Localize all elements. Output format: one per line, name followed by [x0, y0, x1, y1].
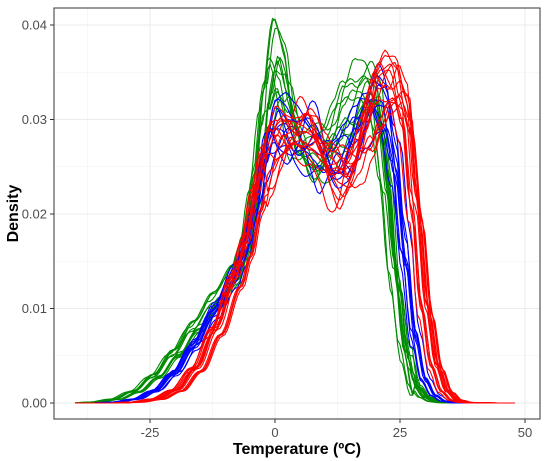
y-tick-label: 0.01	[22, 301, 47, 316]
density-curve	[75, 63, 515, 404]
curve-group	[75, 49, 515, 404]
x-tick-label: 0	[271, 425, 278, 440]
y-axis-title: Density	[5, 185, 22, 243]
y-tick-label: 0.00	[22, 396, 47, 411]
density-curve	[75, 101, 515, 404]
x-tick-label: 25	[393, 425, 407, 440]
density-curve	[75, 90, 515, 404]
y-tick-label: 0.03	[22, 112, 47, 127]
density-curve	[74, 70, 515, 404]
y-tick-label: 0.02	[22, 207, 47, 222]
axes: -25 0 25 50 0.00 0.01 0.02 0.03 0.04	[22, 18, 533, 441]
x-tick-label: 50	[518, 425, 532, 440]
density-curves	[74, 17, 515, 404]
x-tick-label: -25	[141, 425, 160, 440]
y-tick-label: 0.04	[22, 18, 47, 33]
density-curve	[75, 80, 515, 404]
density-curve	[75, 98, 515, 404]
x-axis-title: Temperature (ºC)	[233, 441, 361, 458]
